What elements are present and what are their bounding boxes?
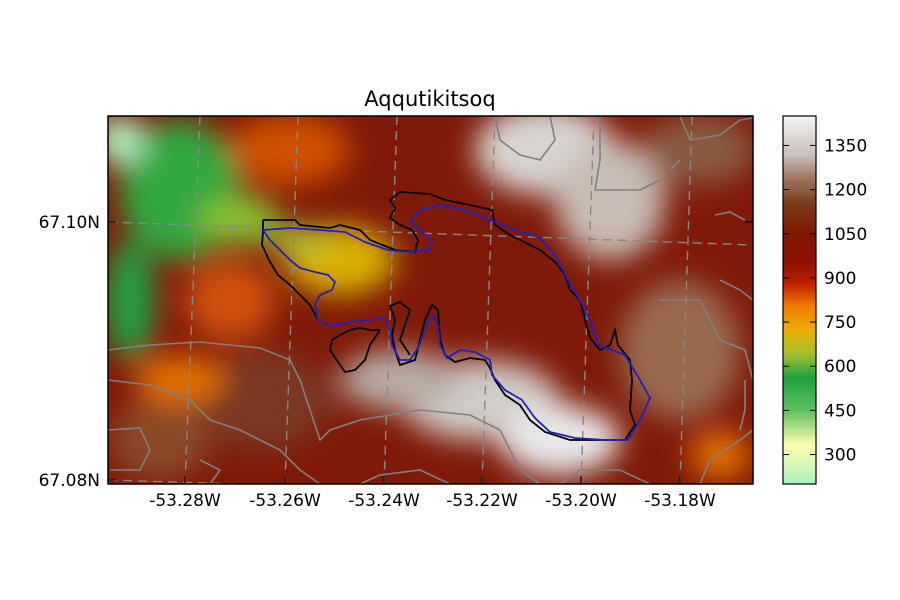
colorbar-tick-label: 450	[824, 401, 856, 421]
lon-label: -53.22W	[446, 491, 518, 511]
elevation-contours	[108, 116, 753, 484]
lon-label: -53.24W	[348, 491, 420, 511]
map-title: Aqqutikitsoq	[364, 87, 495, 111]
graticule	[108, 116, 753, 484]
lon-label: -53.28W	[149, 491, 221, 511]
colorbar-tick-label: 900	[824, 269, 856, 289]
colorbar-tick-label: 750	[824, 313, 856, 333]
colorbar-tick-label: 1200	[824, 181, 867, 201]
lat-label: 67.08N	[39, 471, 100, 491]
lat-label: 67.10N	[39, 213, 100, 233]
colorbar-ticks: 1350 1200 1050 900 750 600 450 300	[783, 136, 867, 466]
elevation-raster	[108, 116, 753, 484]
map-frame	[107, 115, 754, 485]
colorbar-tick-label: 600	[824, 357, 856, 377]
colorbar-tick-label: 300	[824, 446, 856, 466]
lon-label: -53.26W	[249, 491, 321, 511]
colorbar-tick-label: 1350	[824, 136, 867, 156]
lon-label: -53.20W	[545, 491, 617, 511]
colorbar-bar	[782, 115, 817, 485]
colorbar: 1350 1200 1050 900 750 600 450 300	[782, 115, 867, 485]
lon-label: -53.18W	[644, 491, 716, 511]
longitude-labels: -53.28W -53.26W -53.24W -53.22W -53.20W …	[149, 491, 716, 511]
latitude-labels: 67.10N 67.08N	[39, 213, 100, 491]
glacier-outline-blue	[262, 204, 652, 441]
colorbar-tick-label: 1050	[824, 225, 867, 245]
glacier-outlines	[261, 191, 652, 441]
